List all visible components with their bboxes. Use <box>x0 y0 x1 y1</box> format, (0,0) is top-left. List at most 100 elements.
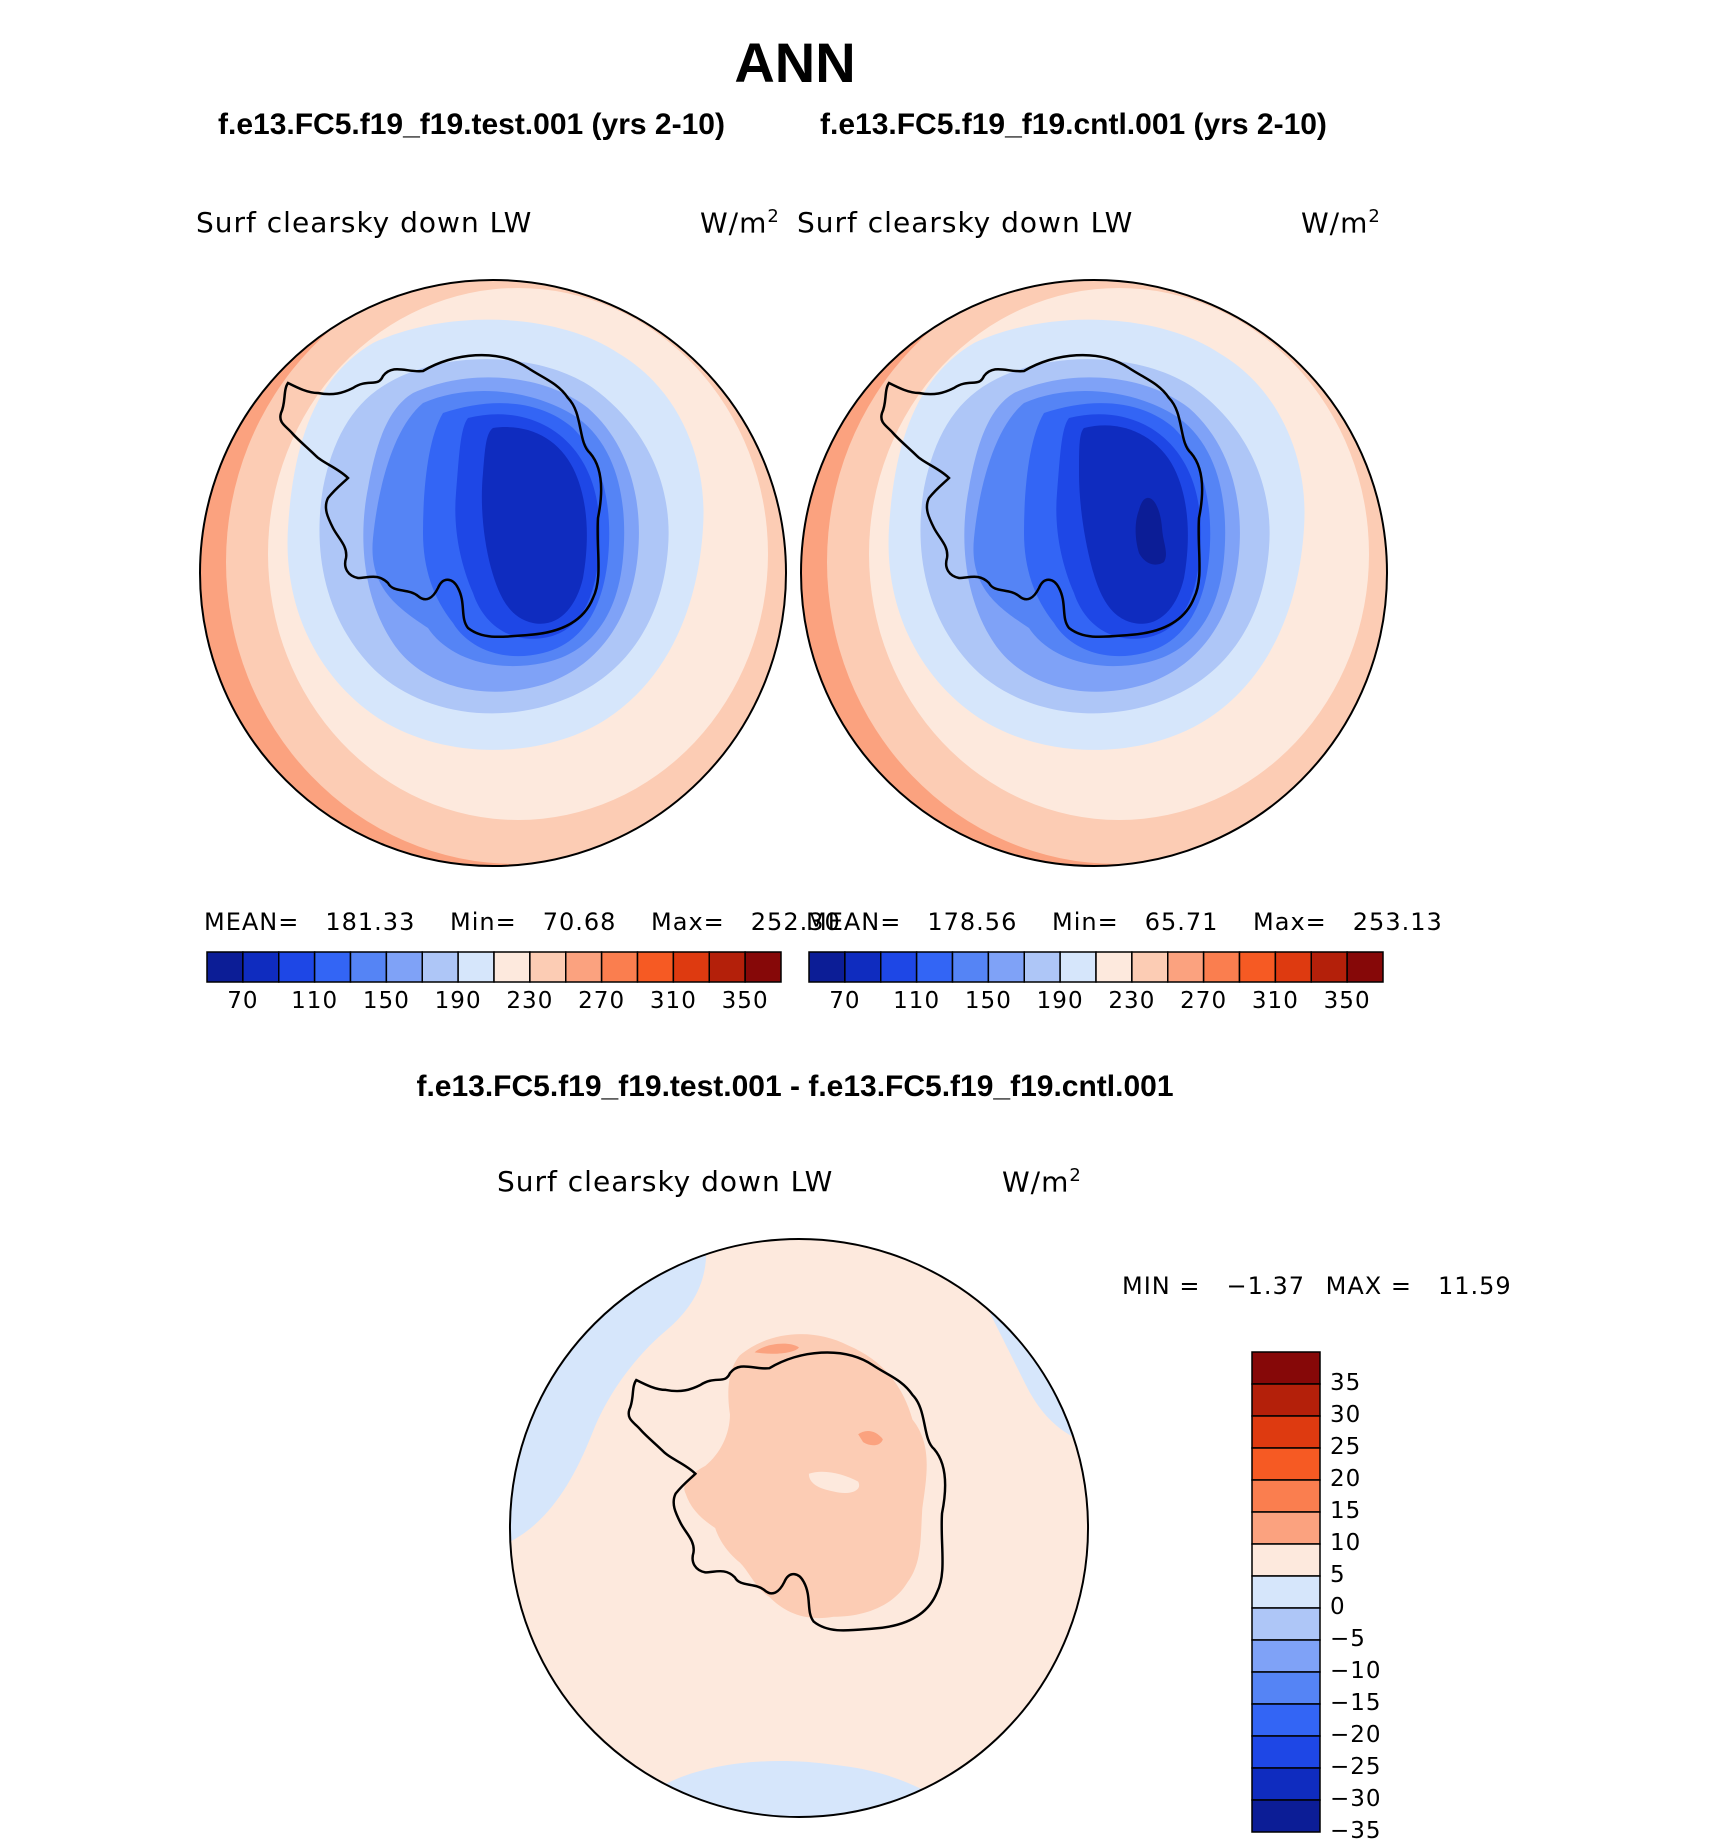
colorbar-tick-label: 30 <box>1330 1402 1362 1428</box>
colorbar-tick-label: 350 <box>721 988 769 1014</box>
colorbar-swatch <box>1251 1639 1321 1673</box>
colorbar-swatch <box>242 951 280 983</box>
colorbar-tick-label: 350 <box>1323 988 1371 1014</box>
difference-minmax: MIN = −1.37 MAX = 11.59 <box>1122 1272 1538 1300</box>
colorbar-tick-label: 150 <box>964 988 1012 1014</box>
colorbar-swatch <box>457 951 495 983</box>
colorbar-swatch <box>1251 1415 1321 1449</box>
difference-colorbar-ticks: 35 30 25 20 15 10 5 0 −5 −10 −15 −20 −25 −30 −35 <box>1330 1352 1410 1844</box>
colorbar-tick-label: 110 <box>893 988 941 1014</box>
colorbar-swatch <box>744 951 782 983</box>
colorbar-swatch <box>636 951 675 983</box>
colorbar-tick-label: −20 <box>1330 1722 1382 1748</box>
colorbar-swatch <box>349 951 388 983</box>
control-colorbar <box>808 951 1384 983</box>
colorbar-tick-label: 190 <box>1036 988 1084 1014</box>
min-value: −1.37 <box>1226 1272 1306 1300</box>
colorbar-tick-label: −10 <box>1330 1658 1382 1684</box>
mean-label: MEAN= <box>204 908 300 936</box>
antarctica-coastline <box>279 353 603 639</box>
colorbar-tick-label: 20 <box>1330 1466 1362 1492</box>
colorbar-swatch <box>206 951 244 983</box>
map-boundary <box>199 279 787 867</box>
test-colorbar-ticks: 70 110 150 190 230 270 310 350 <box>207 988 781 1018</box>
colorbar-swatch <box>1346 951 1384 983</box>
colorbar-swatch <box>1251 1383 1321 1417</box>
field-contour <box>684 1334 927 1619</box>
test-variable-label: Surf clearsky down LW <box>196 206 533 239</box>
colorbar-swatch <box>1310 951 1348 983</box>
min-value: 65.71 <box>1144 908 1219 936</box>
colorbar-swatch <box>1251 1351 1321 1385</box>
colorbar-tick-label: 230 <box>506 988 554 1014</box>
colorbar-swatch <box>1095 951 1133 983</box>
colorbar-swatch <box>708 951 746 983</box>
colorbar-tick-label: −35 <box>1330 1818 1382 1844</box>
colorbar-swatch <box>1251 1703 1321 1737</box>
colorbar-swatch <box>1251 1607 1321 1641</box>
colorbar-swatch <box>1251 1479 1321 1513</box>
difference-units-label: W/m2 <box>1002 1165 1082 1199</box>
colorbar-tick-label: 150 <box>362 988 410 1014</box>
test-case-title: f.e13.FC5.f19_f19.test.001 (yrs 2-10) <box>218 108 725 141</box>
colorbar-swatch <box>600 951 639 983</box>
control-colorbar-ticks: 70 110 150 190 230 270 310 350 <box>809 988 1383 1018</box>
colorbar-swatch <box>278 951 316 983</box>
control-polar-map <box>800 279 1388 867</box>
colorbar-tick-label: 5 <box>1330 1562 1346 1588</box>
test-units-label: W/m2 <box>700 206 780 240</box>
map-boundary <box>508 1237 1090 1819</box>
colorbar-tick-label: 70 <box>227 988 259 1014</box>
colorbar-tick-label: −25 <box>1330 1754 1382 1780</box>
colorbar-swatch <box>529 951 567 983</box>
colorbar-swatch <box>672 951 710 983</box>
colorbar-swatch <box>1251 1671 1321 1705</box>
colorbar-swatch <box>1251 1735 1321 1769</box>
max-label: Max= <box>1253 908 1327 936</box>
colorbar-swatch <box>880 951 918 983</box>
min-label: Min= <box>1051 908 1119 936</box>
mean-value: 181.33 <box>325 908 416 936</box>
difference-polar-map <box>508 1237 1090 1819</box>
colorbar-tick-label: −15 <box>1330 1690 1382 1716</box>
colorbar-swatch <box>1251 1575 1321 1609</box>
map-boundary <box>800 279 1388 867</box>
min-value: 70.68 <box>542 908 617 936</box>
mean-label: MEAN= <box>806 908 902 936</box>
max-value: 11.59 <box>1437 1272 1512 1300</box>
field-contour <box>754 1343 799 1354</box>
test-colorbar <box>206 951 782 983</box>
colorbar-swatch <box>844 951 882 983</box>
difference-title: f.e13.FC5.f19_f19.test.001 - f.e13.FC5.f… <box>416 1070 1174 1103</box>
colorbar-swatch <box>1251 1799 1321 1833</box>
difference-variable-label: Surf clearsky down LW <box>497 1165 834 1198</box>
field-contour <box>1079 425 1188 624</box>
field-contour <box>808 1471 860 1494</box>
colorbar-tick-label: 270 <box>1180 988 1228 1014</box>
colorbar-swatch <box>421 951 459 983</box>
colorbar-swatch <box>1274 951 1312 983</box>
control-stats: MEAN= 178.56 Min= 65.71 Max= 253.13 <box>806 908 1469 936</box>
antarctica-coastline <box>627 1351 947 1632</box>
colorbar-swatch <box>1238 951 1277 983</box>
colorbar-tick-label: 10 <box>1330 1530 1362 1556</box>
max-value: 252.30 <box>750 908 841 936</box>
antarctica-coastline <box>880 353 1204 639</box>
colorbar-tick-label: 0 <box>1330 1594 1346 1620</box>
max-label: Max= <box>651 908 725 936</box>
control-variable-label: Surf clearsky down LW <box>797 206 1134 239</box>
control-units-label: W/m2 <box>1301 206 1381 240</box>
colorbar-swatch <box>1167 951 1205 983</box>
colorbar-swatch <box>1202 951 1241 983</box>
colorbar-swatch <box>987 951 1025 983</box>
colorbar-tick-label: 15 <box>1330 1498 1362 1524</box>
colorbar-tick-label: 110 <box>291 988 339 1014</box>
min-label: MIN = <box>1122 1272 1201 1300</box>
colorbar-swatch <box>808 951 846 983</box>
difference-colorbar <box>1251 1351 1321 1833</box>
colorbar-swatch <box>565 951 603 983</box>
colorbar-swatch <box>1059 951 1097 983</box>
colorbar-tick-label: 230 <box>1108 988 1156 1014</box>
colorbar-tick-label: 35 <box>1330 1370 1362 1396</box>
control-case-title: f.e13.FC5.f19_f19.cntl.001 (yrs 2-10) <box>820 108 1327 141</box>
